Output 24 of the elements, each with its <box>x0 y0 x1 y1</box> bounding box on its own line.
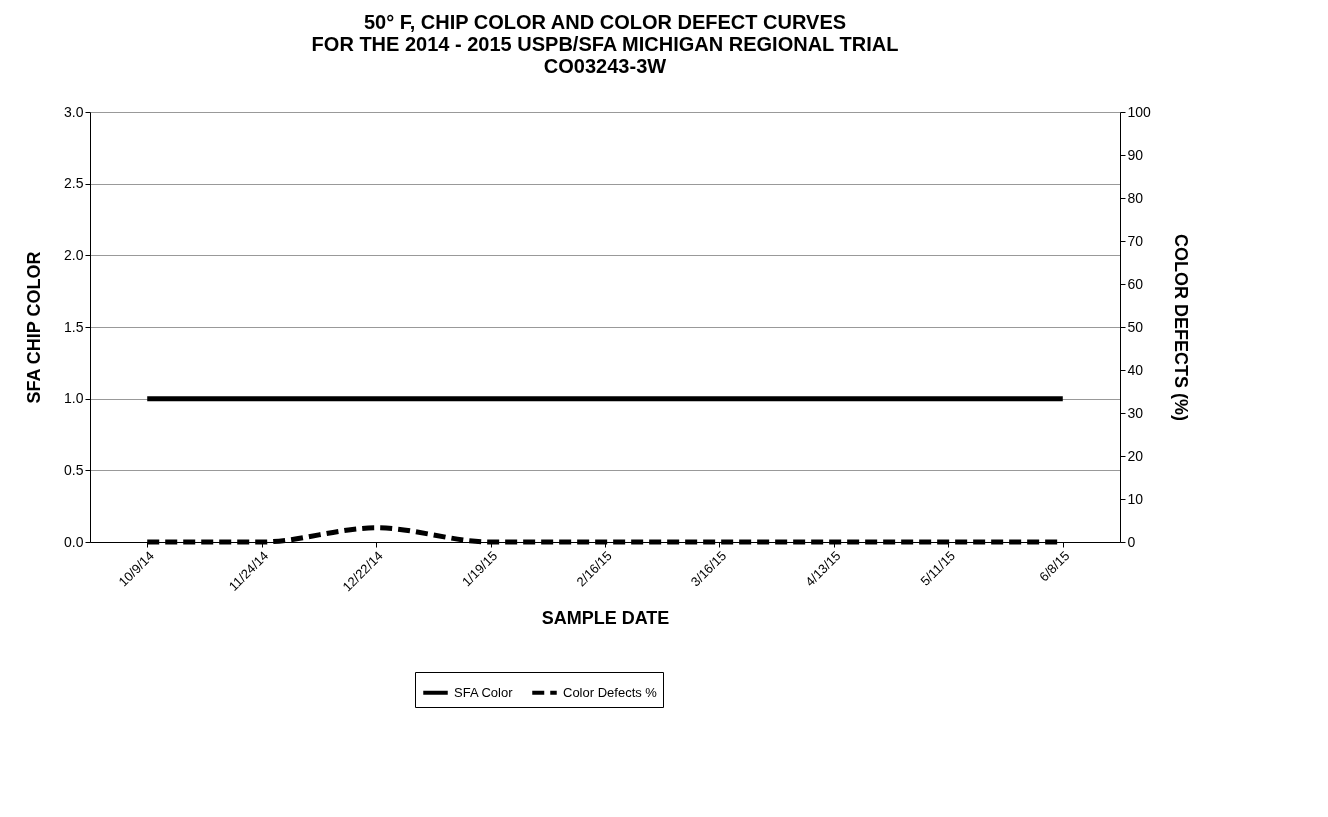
y-tick-label: 0.0 <box>64 533 84 550</box>
y2-tick-label: 20 <box>1127 447 1144 464</box>
y-axis-title: SFA CHIP COLOR <box>24 251 45 404</box>
y-tick-label: 2.5 <box>64 175 84 192</box>
x-axis-title: SAMPLE DATE <box>541 608 670 629</box>
y2-tick-label: 10 <box>1127 490 1144 507</box>
y-tick-label: 3.0 <box>64 103 84 120</box>
y2-axis-title: COLOR DEFECTS (%) <box>1170 234 1191 421</box>
legend-label: Color Defects % <box>563 684 658 700</box>
y2-tick-label: 60 <box>1127 275 1144 292</box>
legend-label: SFA Color <box>454 684 514 700</box>
y2-tick-label: 40 <box>1127 361 1144 378</box>
y2-tick-label: 0 <box>1127 533 1136 550</box>
y2-tick-label: 100 <box>1127 103 1152 120</box>
y2-tick-label: 80 <box>1127 189 1144 206</box>
y-tick-label: 0.5 <box>64 461 84 478</box>
chart-title: 50° F, CHIP COLOR AND COLOR DEFECT CURVES FOR THE 2014 - 2015 USPB/SFA MICHIGAN REGIONAL TRIAL CO03243-3W <box>311 11 899 77</box>
y2-tick-label: 50 <box>1127 318 1144 335</box>
y2-tick-label: 90 <box>1127 146 1144 163</box>
y2-tick-label: 70 <box>1127 232 1144 249</box>
y2-tick-label: 30 <box>1127 404 1144 421</box>
y-tick-label: 2.0 <box>64 246 84 263</box>
y-tick-label: 1.0 <box>64 390 84 407</box>
y-tick-label: 1.5 <box>64 318 84 335</box>
